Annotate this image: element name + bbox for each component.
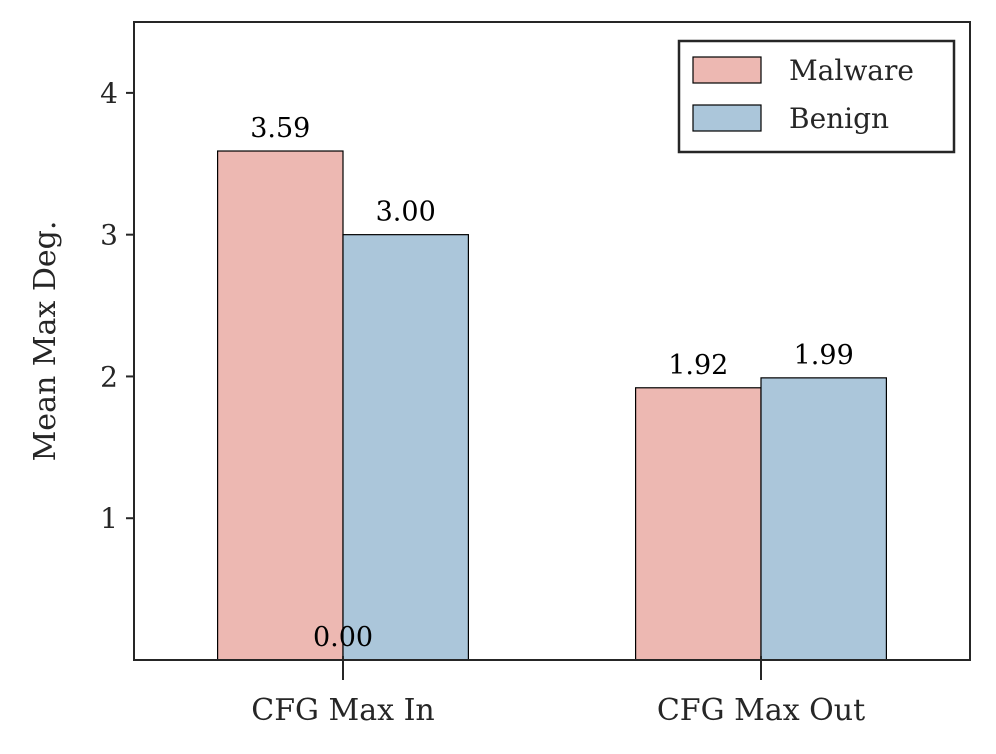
y-tick-label: 3 — [100, 219, 118, 252]
data-label: 1.92 — [668, 350, 728, 381]
legend-label-benign: Benign — [789, 102, 889, 135]
x-tick-label: CFG Max Out — [657, 693, 865, 728]
plot-frame — [133, 21, 971, 661]
data-label: 1.99 — [794, 340, 854, 371]
bar-benign-1 — [760, 377, 888, 661]
legend-label-malware: Malware — [789, 54, 914, 87]
annotation-label: 0.00 — [313, 622, 373, 653]
y-tick-label: 2 — [100, 360, 118, 393]
x-tick-label: CFG Max In — [251, 693, 435, 728]
data-label: 3.00 — [376, 197, 436, 228]
legend-swatch-benign — [692, 104, 762, 132]
bar-benign-0 — [342, 234, 470, 661]
data-label: 3.59 — [250, 113, 310, 144]
legend-swatch-malware — [692, 56, 762, 84]
y-tick-label: 4 — [100, 77, 118, 110]
y-axis-label: Mean Max Deg. — [28, 221, 63, 462]
bar-malware-0 — [217, 150, 344, 661]
legend: Malware Benign — [677, 39, 956, 154]
y-tick-label: 1 — [100, 502, 118, 535]
bar-malware-1 — [634, 387, 762, 661]
